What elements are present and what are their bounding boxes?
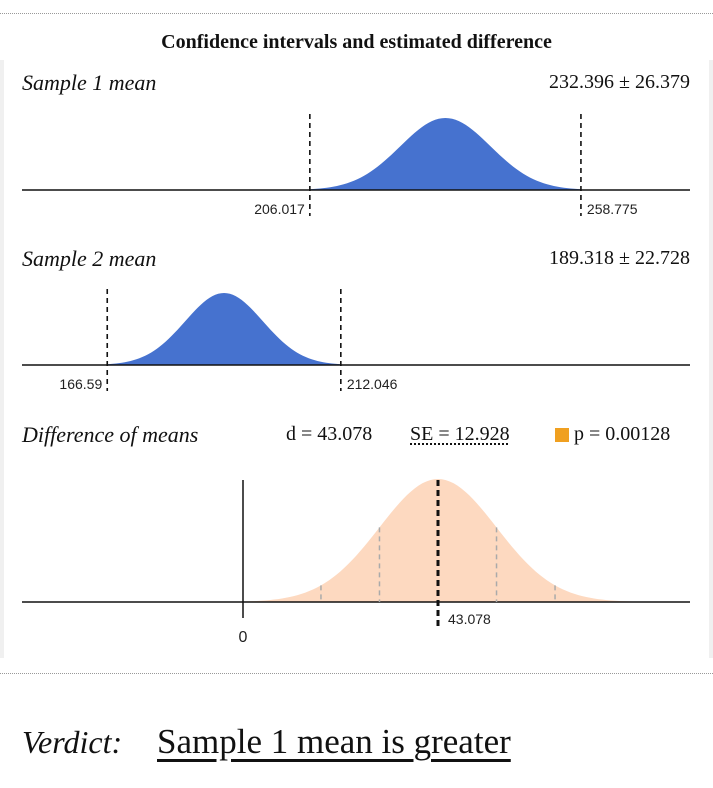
difference-d-value: d = 43.078	[286, 423, 373, 445]
bottom-divider	[0, 673, 713, 674]
sample-2-ci-lower-label: 166.59	[59, 376, 102, 392]
sample-1-ci-lower-label: 206.017	[254, 201, 305, 217]
chart-title: Confidence intervals and estimated diffe…	[161, 31, 552, 53]
difference-p-value: p = 0.00128	[574, 423, 671, 445]
verdict-text: Sample 1 mean is greater	[157, 722, 511, 761]
p-value-marker	[555, 428, 569, 442]
sample-2-summary: 189.318 ± 22.728	[549, 247, 690, 269]
sample-2-label: Sample 2 mean	[22, 246, 157, 271]
mean-difference-label: 43.078	[448, 611, 491, 627]
zero-tick-label: 0	[239, 629, 248, 646]
sample-1-ci-upper-label: 258.775	[587, 201, 638, 217]
right-edge-strip	[709, 60, 713, 658]
left-edge-strip	[0, 60, 4, 658]
difference-label: Difference of means	[22, 422, 199, 447]
verdict-label: Verdict:	[22, 724, 123, 760]
sample-2-density	[107, 293, 341, 365]
top-divider	[0, 13, 713, 14]
sample-1-density	[309, 118, 581, 190]
sample-1-summary: 232.396 ± 26.379	[549, 71, 690, 93]
sample-1-label: Sample 1 mean	[22, 70, 157, 95]
difference-se-value[interactable]: SE = 12.928	[410, 423, 510, 445]
sample-2-ci-upper-label: 212.046	[347, 376, 398, 392]
